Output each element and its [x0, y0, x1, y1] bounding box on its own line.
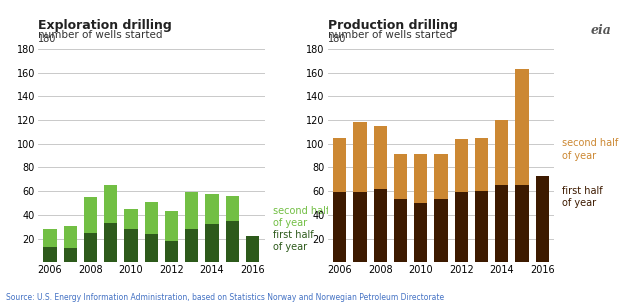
Bar: [435, 199, 447, 262]
Bar: [495, 185, 508, 262]
Bar: [226, 221, 239, 262]
Bar: [475, 191, 488, 262]
Bar: [394, 199, 407, 262]
Bar: [374, 126, 387, 189]
Text: Exploration drilling: Exploration drilling: [38, 19, 171, 32]
Bar: [205, 193, 219, 224]
Bar: [104, 223, 117, 262]
Bar: [43, 229, 57, 247]
Bar: [104, 185, 117, 223]
Bar: [84, 197, 97, 233]
Bar: [435, 154, 447, 199]
Text: first half
of year: first half of year: [273, 230, 313, 252]
Bar: [333, 192, 347, 262]
Bar: [185, 229, 198, 262]
Text: second half
of year: second half of year: [273, 206, 329, 228]
Bar: [226, 196, 239, 221]
Bar: [205, 224, 219, 262]
Bar: [165, 211, 178, 241]
Bar: [455, 139, 468, 192]
Text: Source: U.S. Energy Information Administration, based on Statistics Norway and N: Source: U.S. Energy Information Administ…: [6, 293, 444, 302]
Bar: [536, 176, 549, 262]
Bar: [374, 189, 387, 262]
Text: first half
of year: first half of year: [563, 186, 603, 208]
Text: second half
of year: second half of year: [563, 138, 619, 161]
Bar: [515, 69, 529, 185]
Bar: [64, 248, 77, 262]
Bar: [515, 185, 529, 262]
Bar: [84, 233, 97, 262]
Bar: [165, 241, 178, 262]
Bar: [475, 138, 488, 191]
Bar: [353, 192, 367, 262]
Text: number of wells started: number of wells started: [328, 30, 452, 40]
Bar: [145, 202, 158, 234]
Bar: [333, 138, 347, 192]
Text: 180: 180: [38, 34, 56, 44]
Bar: [455, 192, 468, 262]
Bar: [414, 203, 427, 262]
Bar: [43, 247, 57, 262]
Bar: [124, 209, 137, 229]
Bar: [124, 229, 137, 262]
Bar: [394, 154, 407, 199]
Bar: [353, 122, 367, 192]
Bar: [185, 192, 198, 229]
Bar: [414, 154, 427, 203]
Bar: [246, 236, 259, 262]
Bar: [64, 225, 77, 248]
Text: 180: 180: [328, 34, 346, 44]
Text: number of wells started: number of wells started: [38, 30, 163, 40]
Bar: [145, 234, 158, 262]
Text: eia: eia: [590, 24, 611, 38]
Text: Production drilling: Production drilling: [328, 19, 457, 32]
Bar: [495, 120, 508, 185]
